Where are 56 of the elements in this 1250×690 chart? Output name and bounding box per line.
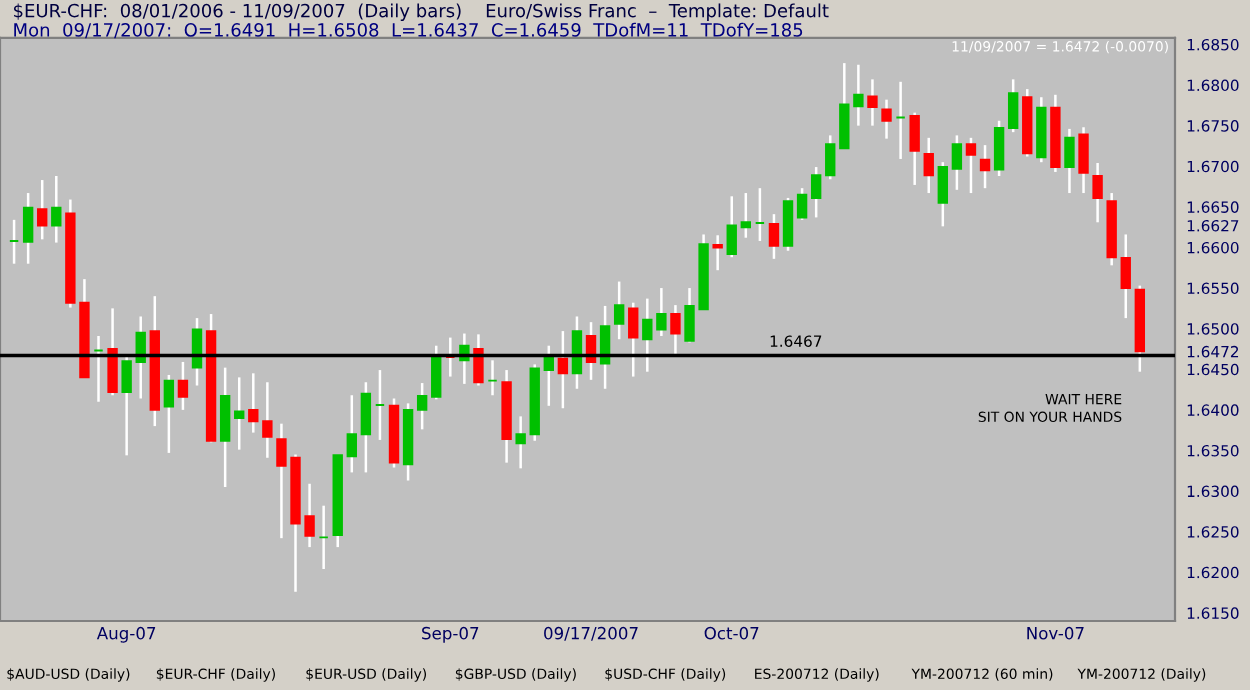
candlestick <box>191 316 203 387</box>
candlestick <box>796 186 808 222</box>
candlestick <box>923 136 934 195</box>
candlestick <box>431 344 442 401</box>
candlestick <box>951 134 963 192</box>
candlestick <box>768 212 780 261</box>
x-tick-label: 09/17/2007 <box>544 626 638 641</box>
candlestick <box>613 280 625 341</box>
candlestick <box>346 394 357 474</box>
candlestick <box>599 304 611 390</box>
candlestick <box>473 333 484 387</box>
candlestick <box>628 301 639 378</box>
candlestick <box>1120 233 1131 320</box>
candlestick <box>163 373 175 455</box>
candlestick <box>670 303 681 356</box>
x-tick-label: Sep-07 <box>422 626 479 643</box>
candlestick <box>543 344 554 408</box>
candlestick <box>177 360 189 412</box>
candlestick <box>642 297 653 373</box>
candlestick <box>881 98 892 140</box>
candlestick <box>909 111 920 187</box>
candlestick <box>22 191 34 265</box>
candlestick <box>1078 126 1089 195</box>
candlestick <box>1092 161 1103 224</box>
candlestick <box>557 329 569 410</box>
x-tick-label: Oct-07 <box>704 626 759 640</box>
candlestick <box>867 78 878 127</box>
candlestick <box>726 195 737 259</box>
candlestick <box>571 315 583 390</box>
candlestick <box>993 119 1005 178</box>
x-tick-label: Nov-07 <box>1027 626 1084 640</box>
candlestick <box>782 196 794 252</box>
candlestick <box>979 143 991 190</box>
chart-subtitle: Mon 09/17/2007: O=1.6491 H=1.6508 L=1.6437 C=1.6459 TDofM=11 TDofY=185 <box>14 22 803 39</box>
candlestick <box>740 191 751 239</box>
candlestick <box>515 415 526 470</box>
candlestick <box>1064 127 1075 195</box>
candlestick <box>51 174 62 244</box>
candlestick <box>656 286 667 338</box>
candlestick <box>262 381 273 460</box>
candlestick <box>937 160 949 228</box>
chart-title: $EUR-CHF: 08/01/2006 - 11/09/2007 (Daily bars) Euro/Swiss Franc – Template: Default <box>14 3 829 21</box>
candlestick <box>810 165 822 219</box>
candlestick <box>825 134 836 181</box>
candlestick <box>37 178 48 241</box>
candlestick <box>121 354 132 457</box>
candlestick <box>107 307 118 397</box>
candlestick <box>234 376 245 451</box>
candlestick <box>712 234 723 272</box>
candlestick <box>1007 78 1019 134</box>
candlestick <box>965 136 977 195</box>
x-tick-label: Aug-07 <box>96 626 156 643</box>
candlestick <box>248 372 259 434</box>
candlestick <box>416 381 428 431</box>
candlestick <box>219 366 231 489</box>
candlestick <box>360 381 372 474</box>
